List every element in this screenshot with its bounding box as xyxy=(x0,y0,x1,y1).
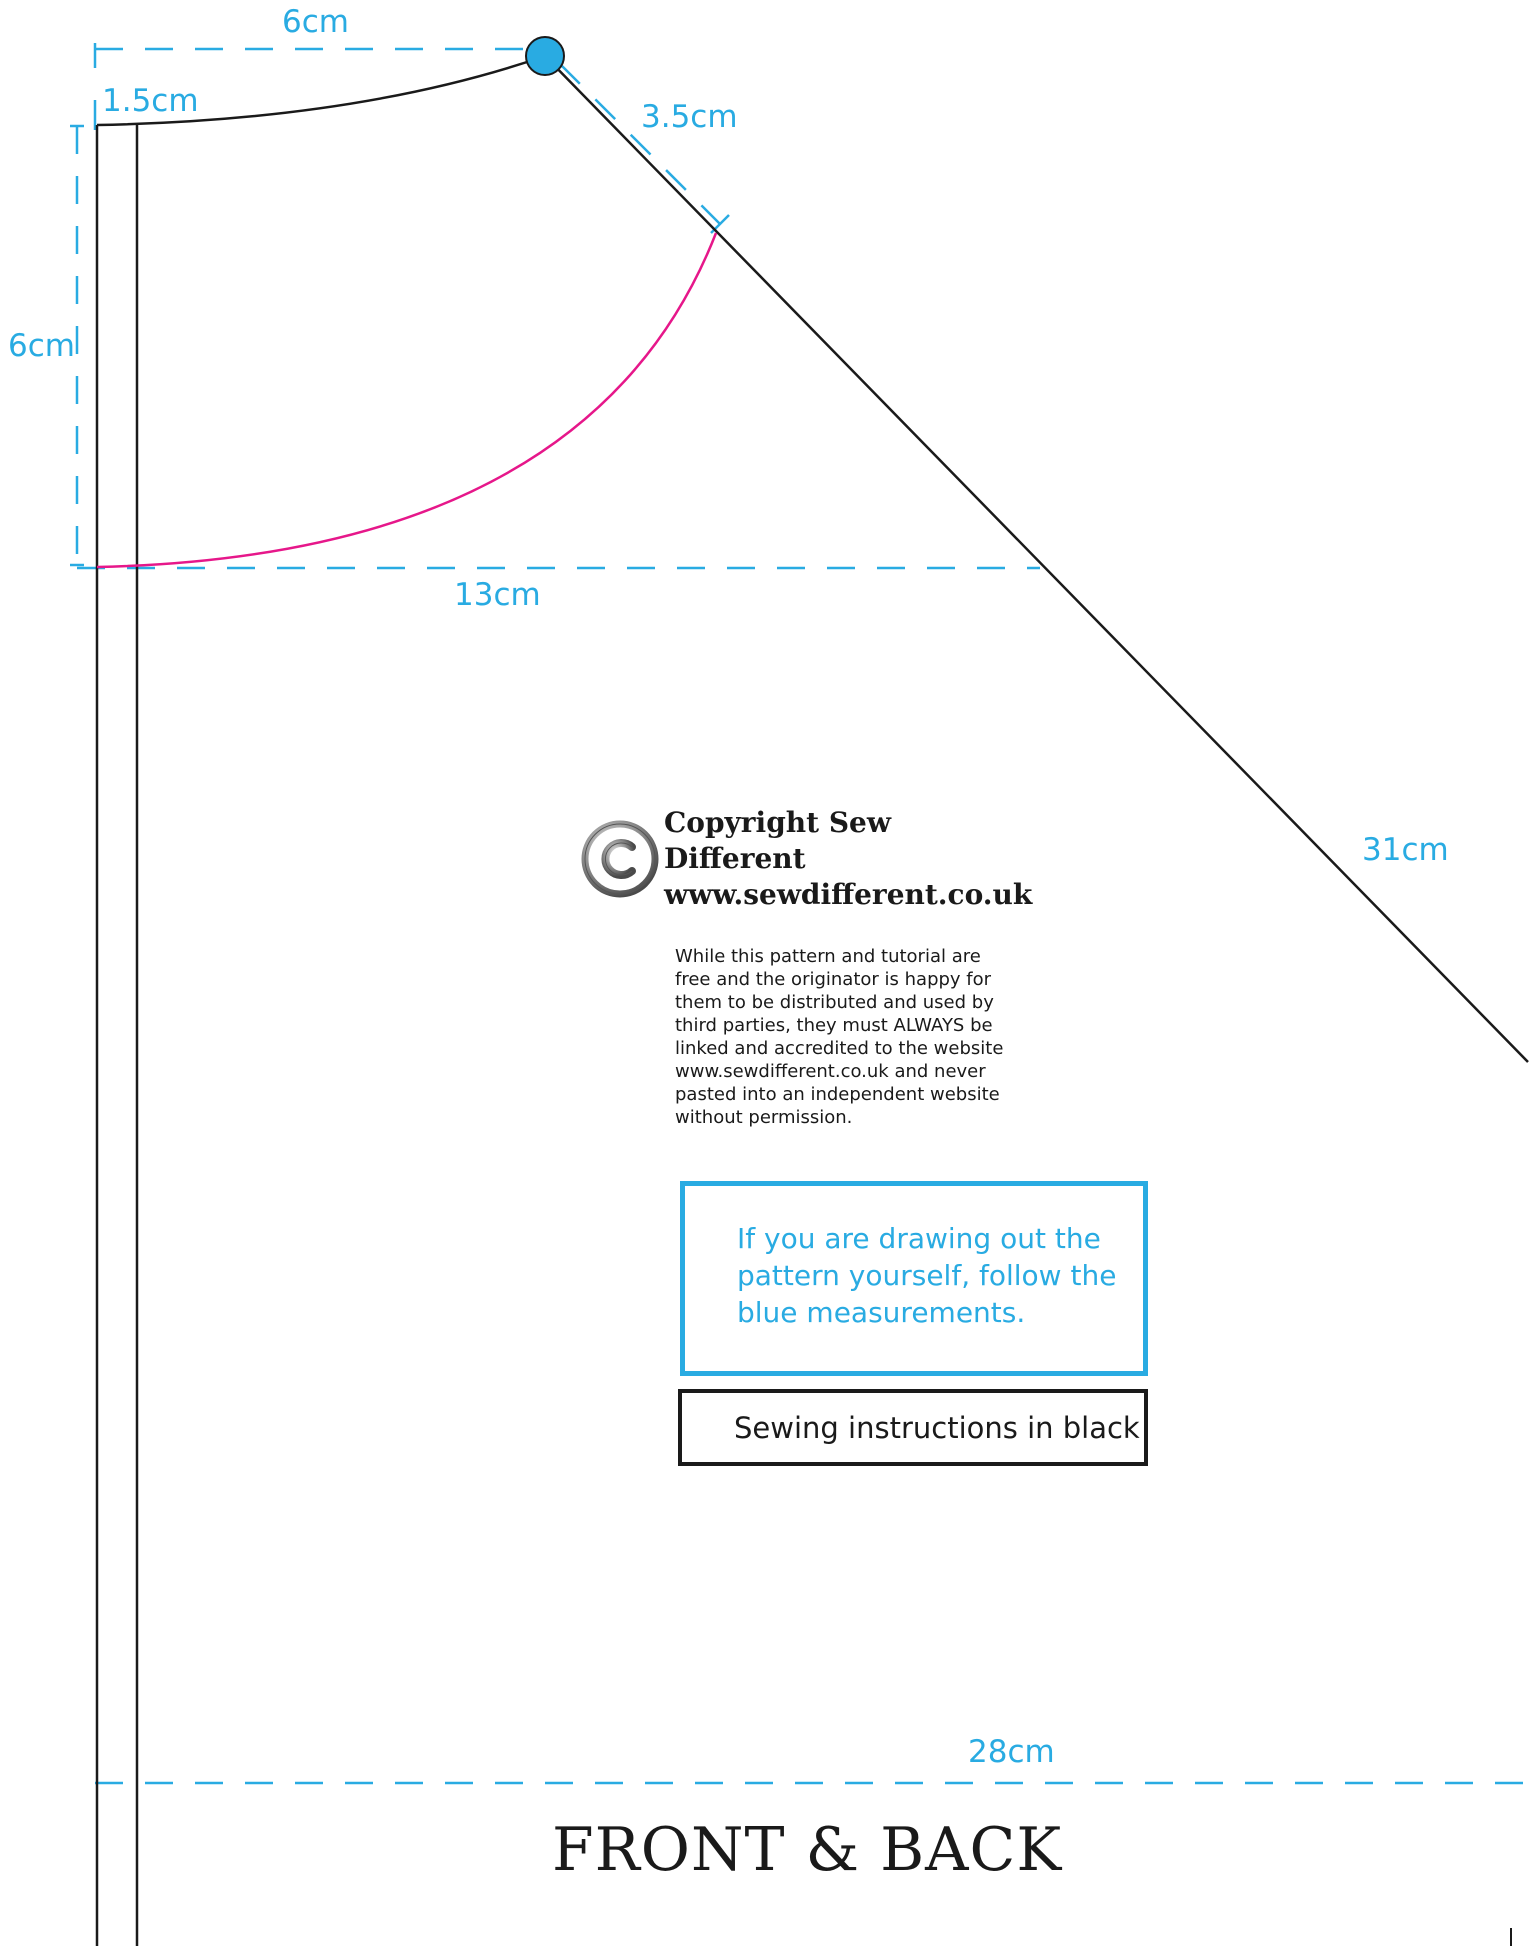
sewing-instructions-note: Sewing instructions in black xyxy=(678,1389,1148,1466)
copyright-body: While this pattern and tutorial are free… xyxy=(675,946,1004,1128)
hem-width-label: 28cm xyxy=(968,1734,1055,1770)
chest-width-label: 13cm xyxy=(454,577,541,613)
shoulder-label: 3.5cm xyxy=(641,99,738,135)
side-seam-line xyxy=(544,55,1529,1063)
copyright-line2: www.sewdifferent.co.uk xyxy=(664,878,1033,911)
blue-note-text: If you are drawing out the pattern yours… xyxy=(737,1222,1117,1329)
pattern-title: FRONT & BACK xyxy=(552,1815,1062,1885)
copyright-block: Copyright Sew Different www.sewdifferent… xyxy=(580,805,1032,1129)
seam-allowance-label: 1.5cm xyxy=(102,83,199,119)
side-length-label: 31cm xyxy=(1362,832,1449,868)
neckline-curve xyxy=(96,232,718,569)
shoulder-point-marker xyxy=(525,36,565,76)
neck-depth-label: 6cm xyxy=(8,328,75,364)
black-note-text: Sewing instructions in black xyxy=(734,1410,1140,1445)
blue-measurements-note: If you are drawing out the pattern yours… xyxy=(680,1181,1148,1376)
copyright-line1: Copyright Sew Different xyxy=(664,806,891,875)
copyright-icon xyxy=(581,820,659,898)
shoulder-seam-line xyxy=(96,54,546,127)
shoulder-guide xyxy=(559,63,721,225)
top-width-label: 6cm xyxy=(282,4,349,40)
copyright-header: Copyright Sew Different www.sewdifferent… xyxy=(580,805,1032,913)
